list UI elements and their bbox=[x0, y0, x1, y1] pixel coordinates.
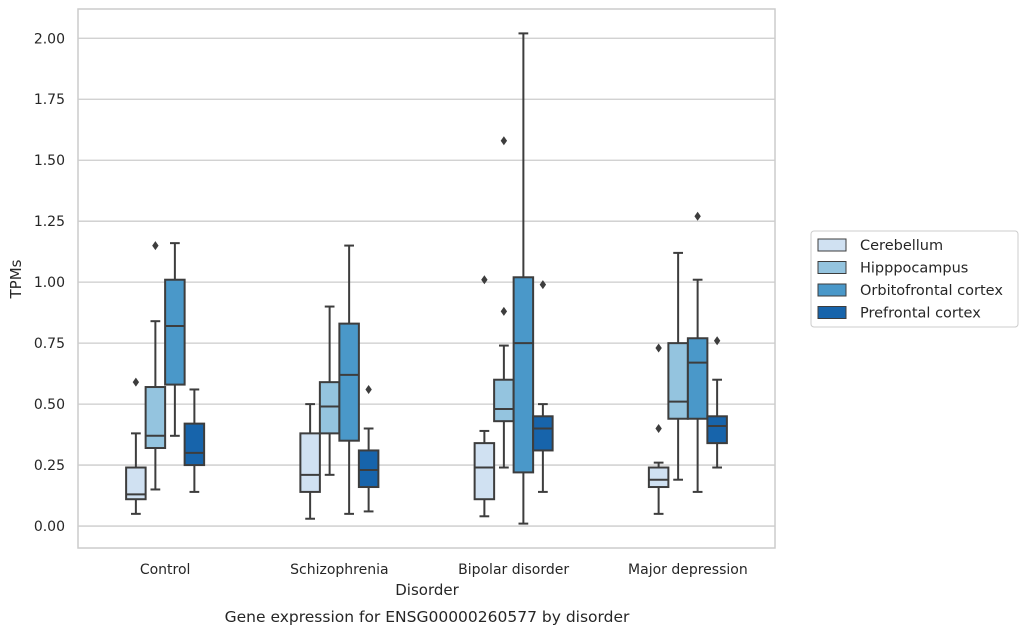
box-body bbox=[144, 386, 167, 450]
y-tick-label: 1.50 bbox=[34, 153, 65, 169]
outlier-point bbox=[132, 377, 140, 387]
box-body bbox=[686, 337, 709, 420]
x-tick-labels: Control Schizophrenia Bipolar disorder Majo… bbox=[140, 562, 748, 578]
box-0-2 bbox=[164, 242, 186, 437]
box-1-3 bbox=[357, 384, 380, 513]
y-tick-label: 2.00 bbox=[34, 31, 65, 47]
box-3-1 bbox=[667, 251, 689, 481]
outlier-point bbox=[713, 336, 721, 346]
x-tick-label: Control bbox=[140, 562, 191, 578]
x-axis-title: Disorder bbox=[395, 581, 459, 599]
box-body bbox=[473, 442, 496, 501]
x-tick-label: Bipolar disorder bbox=[458, 562, 569, 578]
box-0-0 bbox=[125, 377, 147, 515]
outlier-point bbox=[152, 241, 159, 251]
box-1-1 bbox=[318, 305, 341, 476]
box-body bbox=[164, 278, 186, 386]
legend-label: Orbitofrontal cortex bbox=[860, 283, 1003, 299]
box-1-0 bbox=[299, 403, 321, 520]
legend-swatch bbox=[817, 283, 847, 297]
outlier-point bbox=[655, 343, 662, 353]
box-body bbox=[512, 276, 535, 474]
legend-frame bbox=[810, 230, 1019, 328]
box-1-2 bbox=[338, 244, 360, 515]
outlier-point bbox=[365, 384, 372, 394]
outlier-point bbox=[481, 275, 488, 285]
y-tick-label: 0.25 bbox=[34, 458, 65, 474]
plot-area-frame bbox=[77, 8, 776, 549]
box-body bbox=[299, 432, 321, 493]
legend-label: Hipppocampus bbox=[860, 261, 968, 277]
boxes bbox=[125, 32, 728, 525]
box-2-0 bbox=[473, 275, 496, 518]
chart-title: Gene expression for ENSG00000260577 by d… bbox=[225, 608, 630, 626]
legend-label: Cerebellum bbox=[860, 238, 943, 254]
box-body bbox=[338, 322, 360, 442]
legend-swatch bbox=[817, 306, 847, 319]
box-body bbox=[318, 381, 341, 435]
y-tick-label: 1.25 bbox=[34, 214, 65, 230]
legend-swatch bbox=[817, 238, 847, 252]
box-body bbox=[493, 378, 515, 423]
box-0-3 bbox=[183, 388, 206, 493]
outlier-point bbox=[694, 211, 701, 221]
y-tick-label: 1.00 bbox=[34, 275, 65, 291]
legend-label: Prefrontal cortex bbox=[860, 306, 981, 322]
box-0-1 bbox=[144, 241, 167, 491]
outlier-point bbox=[500, 306, 508, 316]
y-tick-label: 0.75 bbox=[34, 336, 65, 352]
outlier-point bbox=[655, 423, 662, 433]
outlier-point bbox=[500, 136, 508, 146]
box-body bbox=[647, 466, 670, 489]
y-tick-label: 1.75 bbox=[34, 92, 65, 108]
box-2-2 bbox=[512, 32, 535, 525]
y-tick-label: 0.50 bbox=[34, 397, 65, 413]
box-body bbox=[532, 415, 554, 452]
x-tick-label: Schizophrenia bbox=[290, 562, 388, 578]
y-tick-labels: 0.00 0.25 0.50 0.75 1.00 1.25 1.50 1.75 2.00 bbox=[34, 31, 65, 535]
box-3-2 bbox=[686, 211, 709, 493]
legend-swatch bbox=[817, 261, 847, 274]
y-axis-title: TPMs bbox=[7, 259, 25, 299]
box-3-3 bbox=[706, 336, 728, 469]
box-body bbox=[125, 466, 147, 501]
box-body bbox=[357, 449, 380, 489]
box-body bbox=[183, 422, 206, 467]
box-3-0 bbox=[647, 343, 670, 515]
outlier-point bbox=[539, 280, 547, 290]
y-tick-label: 0.00 bbox=[34, 519, 65, 535]
box-body bbox=[667, 342, 689, 420]
legend: Cerebellum Hipppocampus Orbitofrontal cort… bbox=[810, 230, 1019, 328]
box-body bbox=[706, 415, 728, 445]
box-2-1 bbox=[493, 136, 515, 469]
box-2-3 bbox=[532, 280, 554, 493]
x-tick-label: Major depression bbox=[628, 562, 748, 578]
